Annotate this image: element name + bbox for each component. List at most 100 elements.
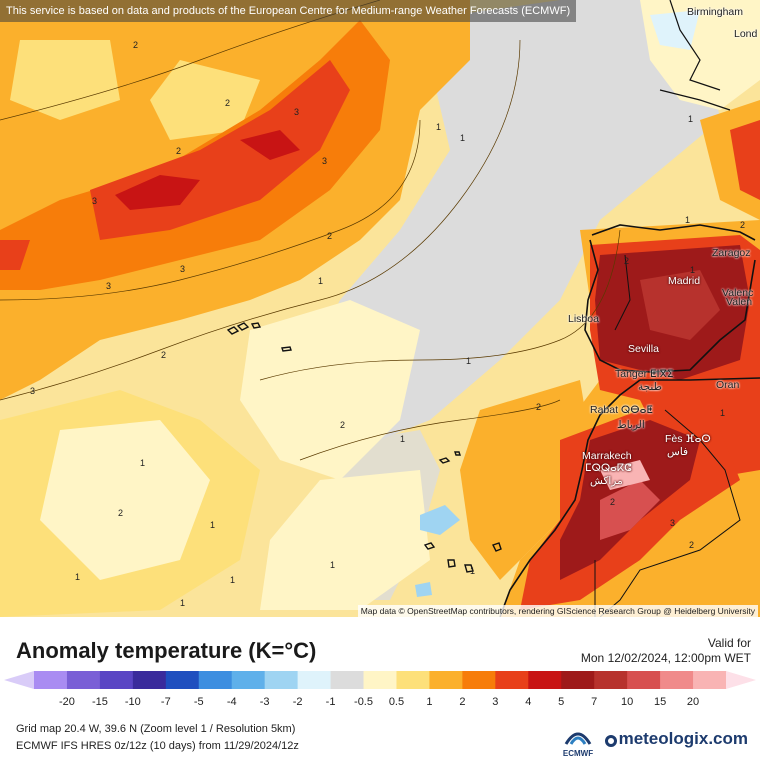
- city-label: Marrakech: [582, 450, 632, 462]
- contour-label: 1: [685, 215, 691, 225]
- contour-label: 2: [610, 497, 616, 507]
- scale-tick-label: -4: [227, 696, 237, 708]
- city-label: Madrid: [668, 275, 701, 287]
- contour-label: 1: [140, 458, 146, 468]
- city-label: طنجة: [638, 381, 662, 393]
- contour-label: 3: [106, 281, 112, 291]
- scale-tick-label: -1: [326, 696, 336, 708]
- contour-label: 2: [536, 402, 542, 412]
- scale-swatch: [297, 671, 332, 689]
- scale-swatch: [66, 671, 101, 689]
- contour-label: 1: [688, 114, 694, 124]
- scale-swatch: [330, 671, 365, 689]
- scale-arrow-max: [726, 671, 756, 689]
- scale-tick-label: -15: [92, 696, 108, 708]
- model-info: ECMWF IFS HRES 0z/12z (10 days) from 11/…: [16, 740, 299, 752]
- city-label: Rabat ⵕⴱⴰⵟ: [590, 404, 653, 416]
- city-label: Birmingham: [687, 6, 744, 18]
- contour-label: 1: [460, 133, 466, 143]
- scale-tick-label: -5: [194, 696, 204, 708]
- city-label: Lisboa: [568, 313, 599, 325]
- scale-arrow-min: [4, 671, 34, 689]
- brand-text: meteologix.com: [618, 729, 748, 748]
- city-label: Sevilla: [628, 343, 659, 355]
- scale-tick-label: 7: [591, 696, 597, 708]
- city-label: Lond: [734, 28, 758, 40]
- contour-label: 1: [436, 122, 442, 132]
- city-label: ⵎⵕⵕⴰⴽⵛ: [585, 462, 632, 474]
- city-label: مراكش: [590, 475, 623, 487]
- grid-info: Grid map 20.4 W, 39.6 N (Zoom level 1 / …: [16, 723, 296, 735]
- scale-swatch: [528, 671, 562, 689]
- contour-label: 2: [624, 256, 630, 266]
- weather-map[interactable]: This service is based on data and produc…: [0, 0, 760, 617]
- contour-label: 1: [466, 356, 472, 366]
- scale-swatch: [660, 671, 694, 689]
- ecmwf-disclaimer-banner: This service is based on data and produc…: [0, 0, 577, 22]
- scale-tick-label: -2: [293, 696, 303, 708]
- scale-tick-label: 0.5: [389, 696, 404, 708]
- city-label: Zaragoz: [712, 247, 751, 259]
- scale-swatch: [396, 671, 430, 689]
- scale-tick-label: 15: [654, 696, 666, 708]
- contour-label: 2: [176, 146, 182, 156]
- scale-swatch: [198, 671, 233, 689]
- contour-label: 1: [330, 560, 336, 570]
- contour-label: 1: [75, 572, 81, 582]
- city-label: فاس: [667, 446, 689, 458]
- contour-label: 2: [327, 231, 333, 241]
- map-attribution: Map data © OpenStreetMap contributors, r…: [357, 605, 758, 617]
- scale-swatch: [594, 671, 628, 689]
- ecmwf-logo[interactable]: ECMWF: [558, 726, 598, 758]
- scale-swatch: [231, 671, 266, 689]
- scale-swatch: [693, 671, 727, 689]
- map-canvas: [0, 0, 760, 617]
- ecmwf-logo-text: ECMWF: [562, 749, 594, 758]
- scale-swatch: [462, 671, 496, 689]
- contour-label: 1: [400, 434, 406, 444]
- scale-swatch: [363, 671, 397, 689]
- scale-tick-label: -10: [125, 696, 141, 708]
- scale-tick-label: -20: [59, 696, 75, 708]
- contour-label: 1: [470, 566, 476, 576]
- contour-label: 2: [340, 420, 346, 430]
- ecmwf-logo-icon: [564, 732, 592, 745]
- brand-icon: [604, 735, 617, 747]
- contour-label: 3: [30, 386, 36, 396]
- contour-label: 2: [161, 350, 167, 360]
- valid-time-block: Valid for Mon 12/02/2024, 12:00pm WET: [581, 636, 751, 666]
- contour-label: 1: [690, 265, 696, 275]
- scale-swatch: [495, 671, 529, 689]
- contour-label: 1: [210, 520, 216, 530]
- scale-swatch: [34, 671, 68, 689]
- scale-tick-label: 3: [492, 696, 498, 708]
- scale-swatch: [429, 671, 463, 689]
- scale-tick-label: 10: [621, 696, 633, 708]
- scale-tick-label: 1: [426, 696, 432, 708]
- scale-tick-label: 5: [558, 696, 564, 708]
- scale-tick-label: -7: [161, 696, 171, 708]
- valid-label: Valid for: [707, 636, 751, 650]
- city-label: Valenc: [722, 287, 754, 299]
- contour-label: 1: [180, 598, 186, 608]
- contour-label: 3: [322, 156, 328, 166]
- contour-label: 2: [118, 508, 124, 518]
- scale-swatch: [264, 671, 299, 689]
- scale-tick-label: 4: [525, 696, 531, 708]
- scale-swatch: [165, 671, 200, 689]
- scale-tick-label: 20: [687, 696, 699, 708]
- brand-link[interactable]: meteologix.com: [604, 729, 748, 749]
- contour-label: 1: [720, 408, 726, 418]
- scale-tick-label: -0.5: [354, 696, 373, 708]
- city-label: Fès ⴼⴰⵙ: [665, 433, 711, 445]
- scale-swatch: [99, 671, 134, 689]
- contour-label: 3: [670, 518, 676, 528]
- contour-label: 2: [225, 98, 231, 108]
- valid-time: Mon 12/02/2024, 12:00pm WET: [580, 651, 751, 665]
- contour-label: 3: [294, 107, 300, 117]
- scale-swatch: [132, 671, 167, 689]
- legend-title: Anomaly temperature (K=°C): [16, 638, 317, 663]
- scale-tick-label: 2: [459, 696, 465, 708]
- scale-swatch: [627, 671, 661, 689]
- city-label: Tanger ⵟⵏⴳⵉ: [615, 368, 674, 380]
